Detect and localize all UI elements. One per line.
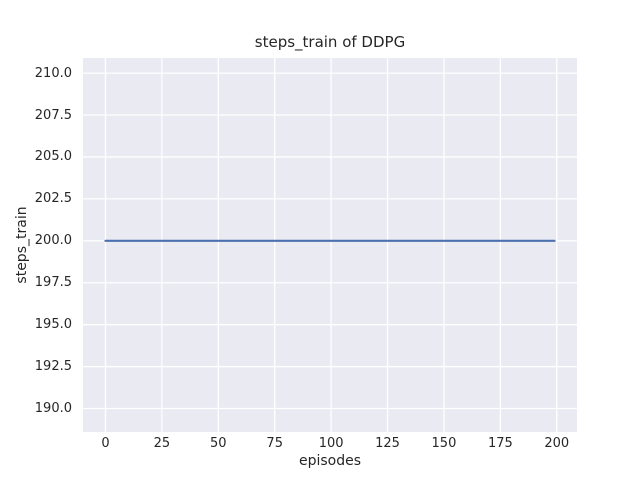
y-tick-label: 190.0 xyxy=(34,401,72,417)
x-tick-label: 75 xyxy=(266,436,283,451)
y-axis-label: steps_train xyxy=(14,206,30,284)
x-tick-label: 100 xyxy=(318,436,344,451)
y-tick-label: 202.5 xyxy=(34,191,72,207)
plot-area xyxy=(83,58,577,432)
x-axis-label: episodes xyxy=(298,453,362,469)
y-tick-label: 200.0 xyxy=(34,233,72,249)
plot-canvas xyxy=(83,58,577,432)
y-tick-label: 205.0 xyxy=(34,149,72,165)
y-tick-label: 195.0 xyxy=(34,317,72,333)
chart-title: steps_train of DDPG xyxy=(254,33,406,51)
x-tick-label: 0 xyxy=(101,436,110,451)
y-tick-label: 197.5 xyxy=(34,275,72,291)
x-tick-label: 175 xyxy=(487,436,513,451)
x-tick-label: 200 xyxy=(544,436,570,451)
x-tick-label: 50 xyxy=(210,436,227,451)
y-tick-label: 210.0 xyxy=(34,65,72,81)
y-tick-label: 207.5 xyxy=(34,107,72,123)
x-tick-label: 25 xyxy=(153,436,171,451)
x-tick-label: 125 xyxy=(375,436,400,451)
y-tick-label: 192.5 xyxy=(34,359,72,375)
x-tick-label: 150 xyxy=(431,436,457,451)
